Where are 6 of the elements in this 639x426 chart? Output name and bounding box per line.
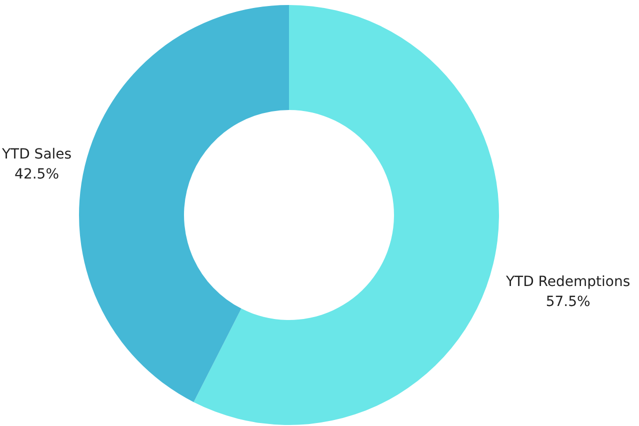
donut-slice: [194, 5, 499, 425]
slice-label: YTD Redemptions: [504, 274, 630, 290]
donut-slice: [79, 5, 289, 402]
data-label: 57.5%: [546, 294, 590, 310]
data-label: 42.5%: [14, 166, 60, 182]
slice-label: YTD Sales: [0, 146, 72, 162]
